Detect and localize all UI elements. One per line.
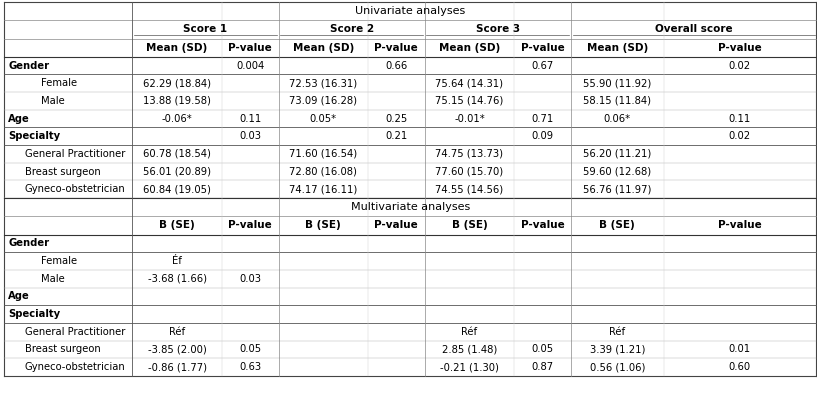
Text: B (SE): B (SE) — [159, 220, 195, 231]
Text: Multivariate analyses: Multivariate analyses — [350, 202, 470, 212]
Text: Breast surgeon: Breast surgeon — [25, 167, 100, 177]
Text: -0.21 (1.30): -0.21 (1.30) — [440, 362, 499, 372]
Text: 0.06*: 0.06* — [604, 114, 631, 123]
Text: P-value: P-value — [228, 42, 272, 53]
Text: 0.05: 0.05 — [239, 345, 261, 355]
Text: Gyneco-obstetrician: Gyneco-obstetrician — [25, 184, 125, 194]
Text: 74.17 (16.11): 74.17 (16.11) — [289, 184, 357, 194]
Text: 77.60 (15.70): 77.60 (15.70) — [435, 167, 503, 177]
Text: 0.05: 0.05 — [531, 345, 554, 355]
Text: Mean (SD): Mean (SD) — [587, 42, 648, 53]
Text: Mean (SD): Mean (SD) — [439, 42, 500, 53]
Text: Specialty: Specialty — [8, 131, 60, 141]
Text: 74.55 (14.56): 74.55 (14.56) — [435, 184, 503, 194]
Text: 0.66: 0.66 — [385, 61, 408, 71]
Text: Age: Age — [8, 291, 30, 301]
Text: Female: Female — [41, 256, 77, 266]
Text: Male: Male — [41, 96, 65, 106]
Text: 75.15 (14.76): 75.15 (14.76) — [435, 96, 503, 106]
Text: 0.09: 0.09 — [531, 131, 554, 141]
Text: P-value: P-value — [718, 42, 761, 53]
Text: 56.76 (11.97): 56.76 (11.97) — [583, 184, 651, 194]
Text: 0.004: 0.004 — [236, 61, 264, 71]
Text: Score 3: Score 3 — [475, 24, 520, 35]
Text: B (SE): B (SE) — [452, 220, 487, 231]
Text: 59.60 (12.68): 59.60 (12.68) — [583, 167, 651, 177]
Text: 0.25: 0.25 — [385, 114, 408, 123]
Text: 3.39 (1.21): 3.39 (1.21) — [590, 345, 645, 355]
Text: Gender: Gender — [8, 239, 49, 249]
Text: Univariate analyses: Univariate analyses — [355, 6, 465, 16]
Text: Réf: Réf — [169, 327, 185, 337]
Text: 60.84 (19.05): 60.84 (19.05) — [143, 184, 211, 194]
Text: P-value: P-value — [374, 220, 418, 231]
Text: 58.15 (11.84): 58.15 (11.84) — [583, 96, 651, 106]
Text: Gender: Gender — [8, 61, 49, 71]
Text: -3.68 (1.66): -3.68 (1.66) — [148, 274, 207, 284]
Text: 0.67: 0.67 — [531, 61, 554, 71]
Text: 0.03: 0.03 — [239, 131, 261, 141]
Text: 72.80 (16.08): 72.80 (16.08) — [289, 167, 357, 177]
Text: 0.56 (1.06): 0.56 (1.06) — [590, 362, 645, 372]
Text: Mean (SD): Mean (SD) — [292, 42, 354, 53]
Text: 60.78 (18.54): 60.78 (18.54) — [143, 149, 211, 159]
Text: 0.02: 0.02 — [729, 131, 751, 141]
Text: Overall score: Overall score — [654, 24, 732, 35]
Text: 72.53 (16.31): 72.53 (16.31) — [289, 78, 357, 88]
Text: 0.03: 0.03 — [239, 274, 261, 284]
Text: Score 2: Score 2 — [329, 24, 373, 35]
Text: B (SE): B (SE) — [600, 220, 635, 231]
Text: P-value: P-value — [520, 42, 565, 53]
Text: B (SE): B (SE) — [306, 220, 342, 231]
Text: 0.21: 0.21 — [385, 131, 408, 141]
Text: 75.64 (14.31): 75.64 (14.31) — [435, 78, 503, 88]
Text: P-value: P-value — [718, 220, 761, 231]
Text: General Practitioner: General Practitioner — [25, 149, 125, 159]
Text: 2.85 (1.48): 2.85 (1.48) — [442, 345, 497, 355]
Text: Gyneco-obstetrician: Gyneco-obstetrician — [25, 362, 125, 372]
Text: P-value: P-value — [520, 220, 565, 231]
Text: 0.63: 0.63 — [239, 362, 261, 372]
Text: -3.85 (2.00): -3.85 (2.00) — [148, 345, 207, 355]
Text: 0.11: 0.11 — [239, 114, 261, 123]
Text: Réf: Réf — [609, 327, 625, 337]
Text: 56.01 (20.89): 56.01 (20.89) — [143, 167, 211, 177]
Text: P-value: P-value — [374, 42, 418, 53]
Text: P-value: P-value — [228, 220, 272, 231]
Text: Réf: Réf — [462, 327, 477, 337]
Text: 55.90 (11.92): 55.90 (11.92) — [583, 78, 651, 88]
Text: 74.75 (13.73): 74.75 (13.73) — [435, 149, 503, 159]
Text: 0.71: 0.71 — [531, 114, 554, 123]
Text: 73.09 (16.28): 73.09 (16.28) — [289, 96, 357, 106]
Text: 0.01: 0.01 — [729, 345, 751, 355]
Text: 0.02: 0.02 — [729, 61, 751, 71]
Text: Female: Female — [41, 78, 77, 88]
Text: 62.29 (18.84): 62.29 (18.84) — [143, 78, 211, 88]
Text: 71.60 (16.54): 71.60 (16.54) — [289, 149, 357, 159]
Text: 0.87: 0.87 — [531, 362, 554, 372]
Text: 0.60: 0.60 — [729, 362, 751, 372]
Text: 13.88 (19.58): 13.88 (19.58) — [143, 96, 211, 106]
Text: Éf: Éf — [172, 256, 182, 266]
Text: -0.86 (1.77): -0.86 (1.77) — [148, 362, 207, 372]
Text: -0.06*: -0.06* — [162, 114, 193, 123]
Text: 0.05*: 0.05* — [310, 114, 337, 123]
Text: 0.11: 0.11 — [729, 114, 751, 123]
Text: Specialty: Specialty — [8, 309, 60, 319]
Text: Breast surgeon: Breast surgeon — [25, 345, 100, 355]
Text: 56.20 (11.21): 56.20 (11.21) — [583, 149, 651, 159]
Text: Mean (SD): Mean (SD) — [146, 42, 208, 53]
Text: General Practitioner: General Practitioner — [25, 327, 125, 337]
Text: Male: Male — [41, 274, 65, 284]
Text: Age: Age — [8, 114, 30, 123]
Text: Score 1: Score 1 — [184, 24, 228, 35]
Text: -0.01*: -0.01* — [454, 114, 484, 123]
